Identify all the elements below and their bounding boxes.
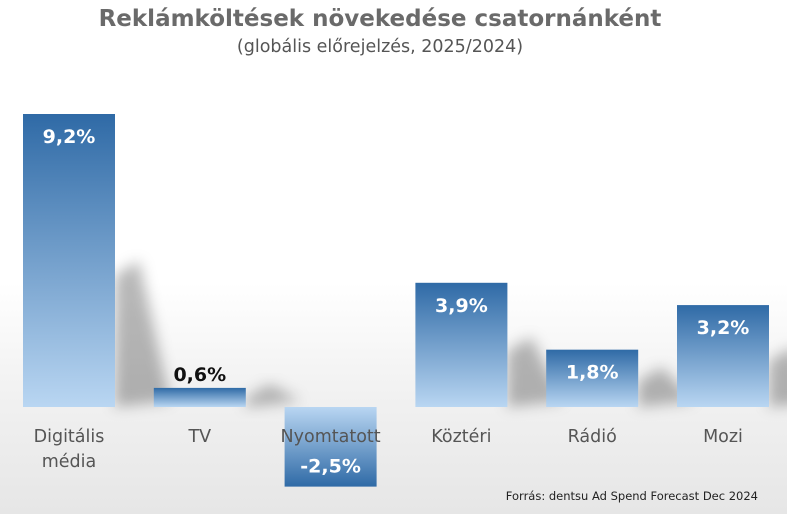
category-label: Rádió (568, 427, 617, 447)
bar-value-label: -2,5% (300, 456, 361, 478)
category-labels: Digitális média TV Nyomtatott Köztéri Rádió Mo… (34, 427, 743, 472)
category-label: Nyomtatott (281, 427, 381, 447)
bar-value-label: 9,2% (43, 126, 96, 148)
bar-value-label: 1,8% (566, 362, 619, 384)
bar (546, 349, 639, 407)
bar (284, 407, 377, 487)
value-labels: 9,2% 0,6% -2,5% 3,9% 1,8% 3,2% (43, 126, 750, 478)
category-label: Digitális (34, 427, 105, 447)
bar (153, 387, 246, 407)
chart-title: Reklámköltések növekedése csatornánként (99, 6, 662, 32)
bar-shadow (769, 350, 787, 407)
category-label: média (42, 452, 97, 472)
category-label: Mozi (703, 427, 743, 447)
bars (23, 114, 769, 487)
bar (415, 282, 508, 407)
bar (677, 305, 769, 407)
bar-value-label: 3,9% (435, 295, 488, 317)
category-label: TV (187, 427, 211, 447)
chart-subtitle: (globális előrejelzés, 2025/2024) (237, 37, 523, 57)
bar-shadow (245, 384, 301, 407)
bar-shadows (115, 261, 787, 407)
bar (23, 114, 115, 407)
bar-value-label: 3,2% (697, 317, 750, 339)
bar-value-label: 0,6% (173, 364, 226, 386)
bar-shadow (115, 261, 170, 407)
category-label: Köztéri (431, 427, 491, 447)
source-note: Forrás: dentsu Ad Spend Forecast Dec 202… (506, 489, 758, 503)
